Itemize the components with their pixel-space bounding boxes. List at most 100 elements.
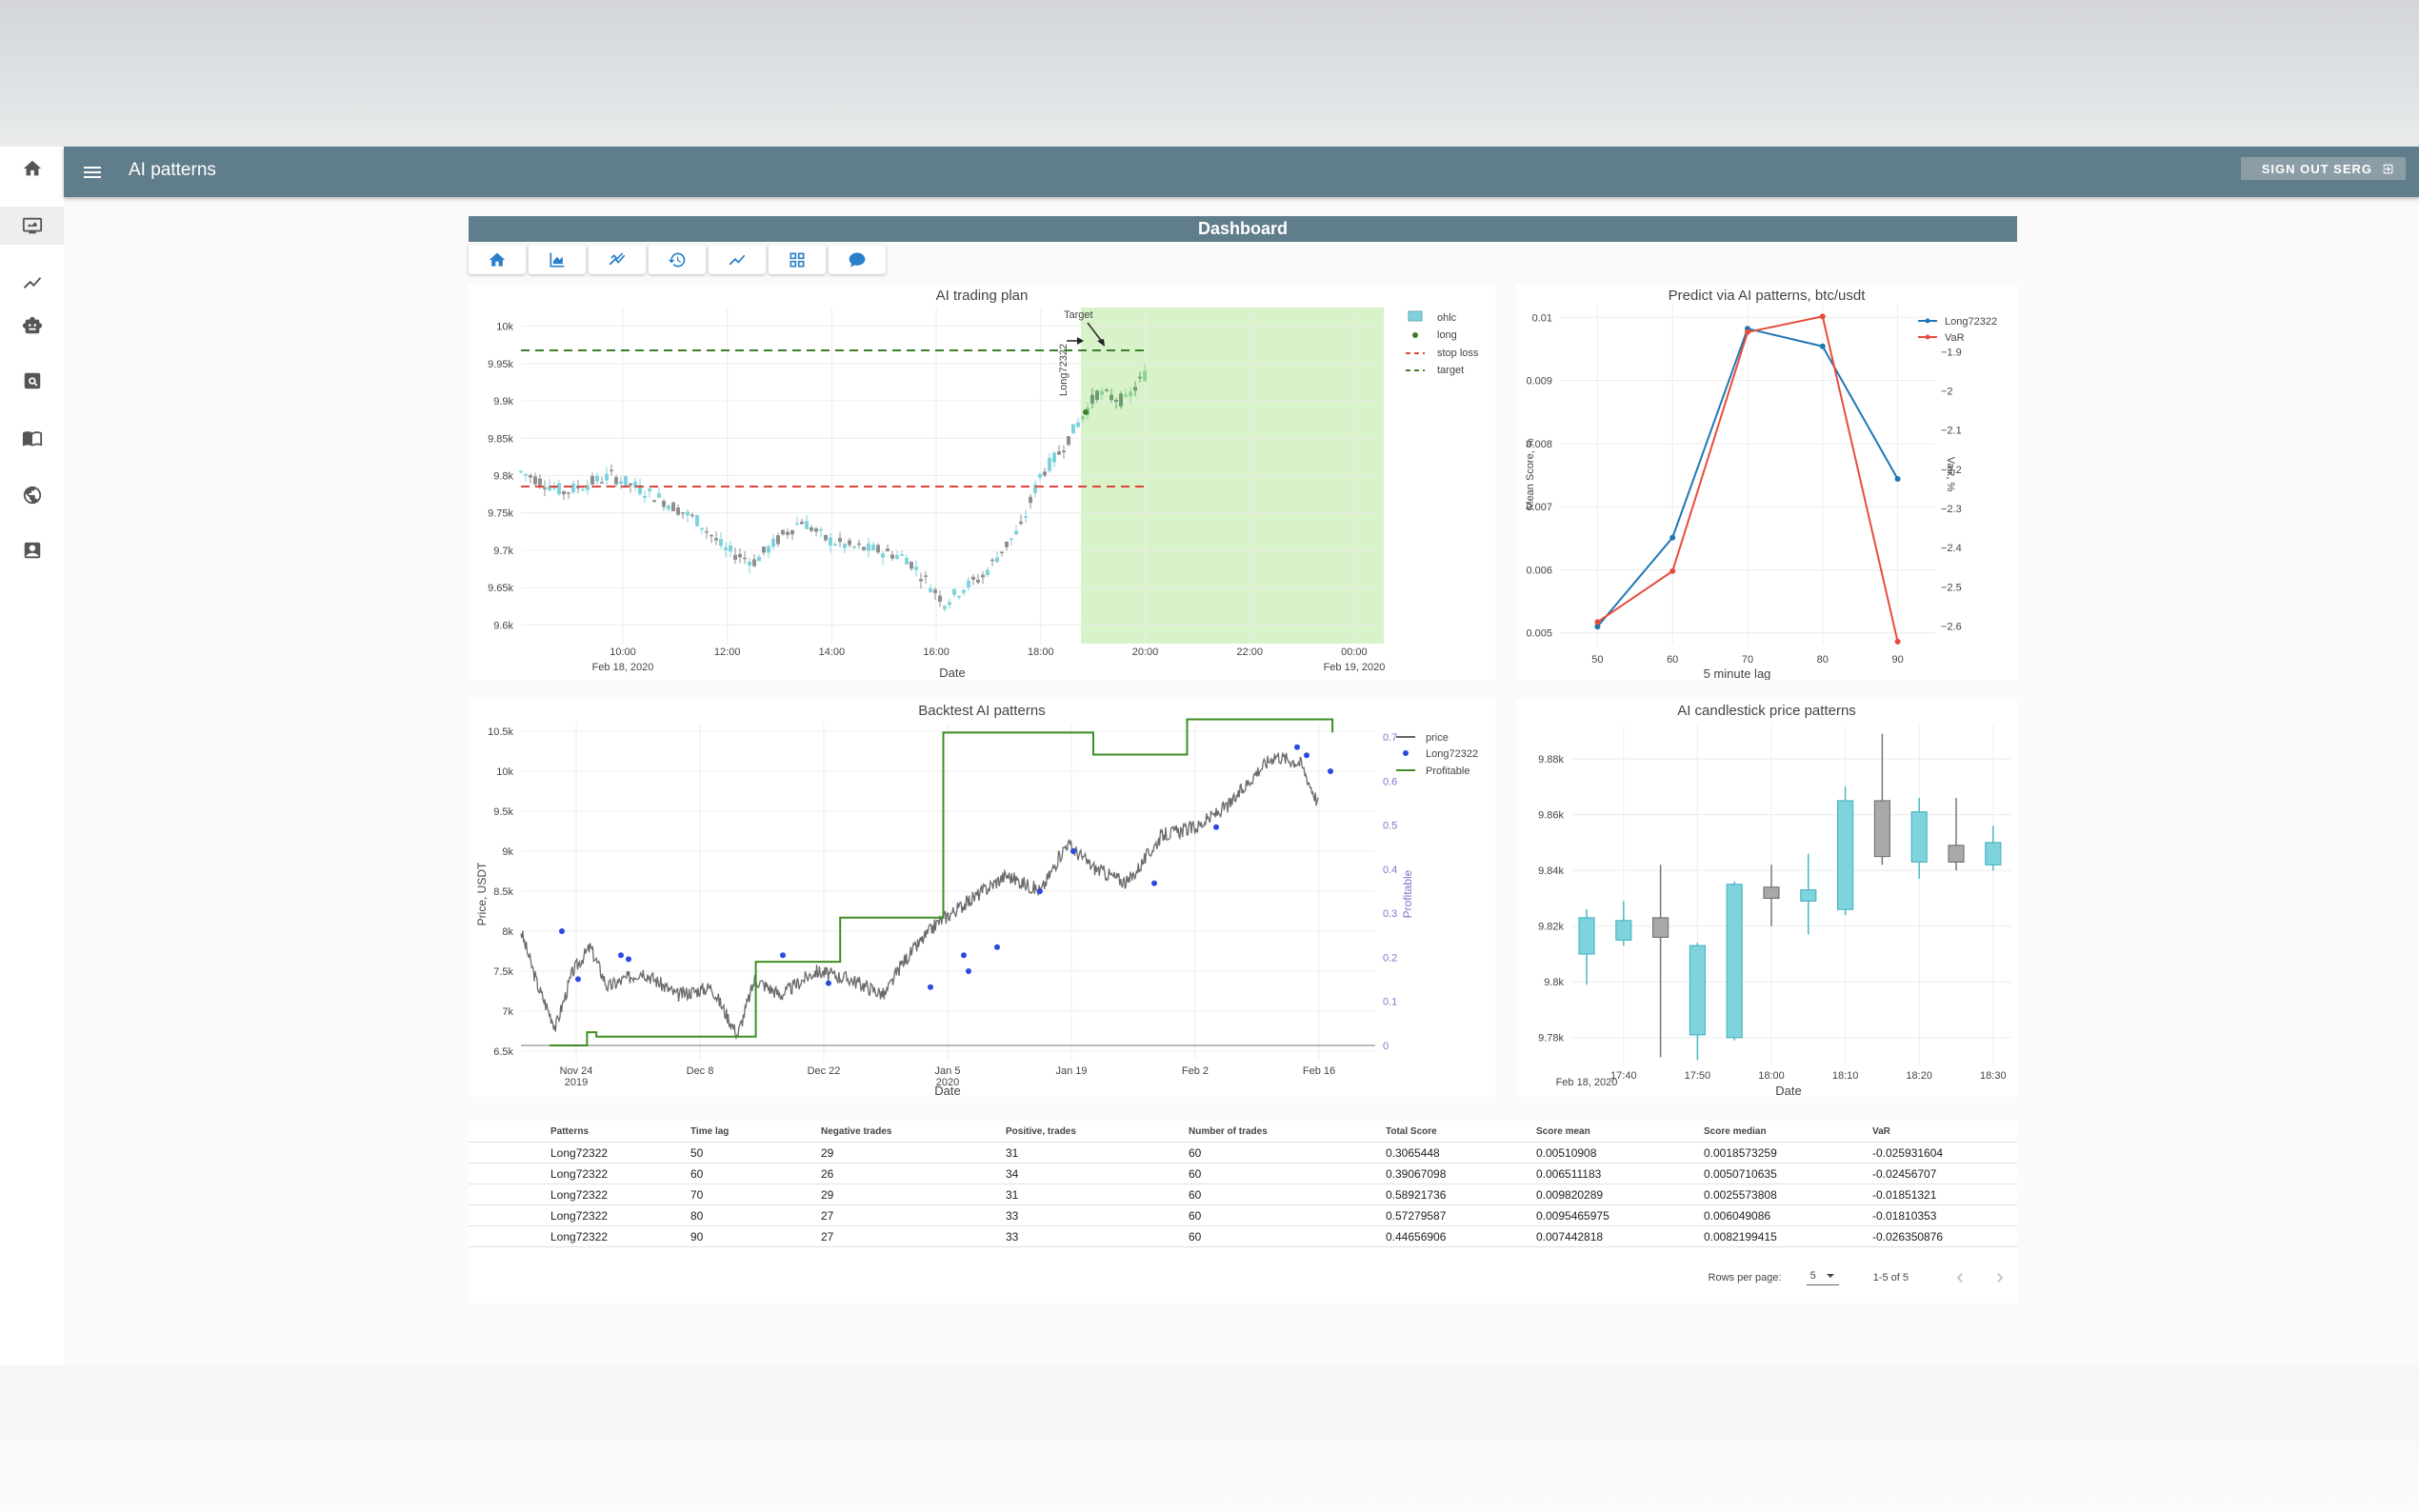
y-tick: 9.86k: [1538, 810, 1564, 822]
long-signal: [1070, 848, 1076, 854]
ohlc-body: [581, 488, 585, 491]
column-header[interactable]: Score mean: [1536, 1121, 1704, 1143]
y2-tick: 0.4: [1383, 865, 1397, 876]
table-cell: 60: [690, 1163, 821, 1184]
column-header[interactable]: Score median: [1704, 1121, 1872, 1143]
ohlc-body: [743, 557, 747, 560]
rail-search[interactable]: [0, 362, 64, 400]
ohlc-body: [1024, 516, 1028, 518]
toolbar-area-chart-button[interactable]: [529, 245, 586, 274]
ohlc-body: [1119, 393, 1123, 407]
y2-tick: 0.1: [1383, 997, 1397, 1008]
column-header[interactable]: VaR: [1872, 1121, 2017, 1143]
y-tick: 9.8k: [1544, 977, 1564, 988]
rail-home[interactable]: [0, 149, 64, 188]
ohlc-body: [886, 548, 890, 551]
table-row[interactable]: Long72322 50 29 31 60 0.3065448 0.00510908 0.00…: [469, 1142, 2017, 1164]
long-signal: [780, 952, 786, 959]
x-tick: 90: [1891, 654, 1903, 666]
ohlc-body: [519, 470, 523, 473]
chevron-left-icon[interactable]: [1950, 1268, 1969, 1287]
predict-ylabel-right: VaR, %: [1945, 457, 1956, 492]
results-table: Patterns Time lag Negative trades Positive,…: [469, 1121, 2017, 1247]
x-tick: 12:00: [714, 647, 741, 658]
ohlc-body: [543, 487, 547, 489]
table-row[interactable]: Long72322 90 27 33 60 0.44656906 0.007442818 0.…: [469, 1225, 2017, 1247]
y2-tick: 0.3: [1383, 908, 1397, 920]
face-icon: [23, 486, 41, 505]
column-header[interactable]: Total Score: [1386, 1121, 1536, 1143]
ohlc-body: [710, 534, 713, 537]
ohlc-body: [1090, 394, 1094, 404]
rail-dashboard[interactable]: [0, 207, 64, 245]
table-cell: 31: [1006, 1142, 1189, 1164]
ohlc-body: [819, 528, 823, 531]
y-tick: 9.75k: [488, 508, 513, 520]
backtest-panel: Backtest AI patterns 10.5k 10k 9.5k 9k 8.5k 8…: [469, 699, 1495, 1097]
rail-account[interactable]: [0, 531, 64, 569]
y-tick: 9.95k: [488, 359, 513, 370]
ohlc-body: [881, 553, 885, 558]
predict-grid: 50 60 70 80 90 0.005 0.006 0.007 0.008 0.009 0.01 −…: [1526, 305, 1962, 666]
toolbar-line-chart-button[interactable]: [709, 245, 766, 274]
ohlc-body: [610, 469, 613, 471]
app-bar: AI patterns SIGN OUT SERG: [64, 147, 2419, 197]
legend-long: Long72322: [1426, 748, 1478, 760]
ohlc-body: [719, 539, 723, 547]
signout-button[interactable]: SIGN OUT SERG: [2240, 157, 2406, 180]
column-header[interactable]: Number of trades: [1189, 1121, 1386, 1143]
table-cell: 0.3065448: [1386, 1142, 1536, 1164]
ohlc-body: [729, 545, 732, 552]
ohlc-body: [1138, 376, 1142, 379]
ohlc-body: [852, 546, 856, 548]
toolbar-chat-button[interactable]: [829, 245, 886, 274]
logout-icon: [2383, 164, 2393, 173]
toolbar-home-button[interactable]: [469, 245, 526, 274]
patterns-candles: [1578, 733, 2002, 1061]
predict-xlabel: 5 minute lag: [1704, 666, 1771, 680]
y-tick: 10k: [496, 322, 513, 333]
rail-face[interactable]: [0, 476, 64, 514]
rail-charts[interactable]: [0, 264, 64, 302]
ohlc-body: [738, 553, 742, 558]
toolbar-trend-button[interactable]: [589, 245, 646, 274]
legend-price: price: [1426, 732, 1449, 744]
backtest-chart: 10.5k 10k 9.5k 9k 8.5k 8k 7.5k 7k 6.5k 0.7 0.6 0.5 0…: [475, 718, 1478, 1097]
toolbar-grid-button[interactable]: [769, 245, 826, 274]
table-cell: 0.0050710635: [1704, 1163, 1872, 1184]
long-signal: [575, 976, 581, 983]
ohlc-body: [933, 589, 937, 593]
ohlc-body: [1029, 496, 1032, 504]
book-icon: [22, 431, 42, 447]
table-cell: 80: [690, 1204, 821, 1226]
rail-robot[interactable]: [0, 307, 64, 345]
patterns-chart: 9.78k 9.8k 9.82k 9.84k 9.86k 9.88k 17:40 17:50 1…: [1538, 726, 2011, 1097]
ohlc-body: [724, 547, 728, 550]
rows-per-page-select[interactable]: 5: [1806, 1270, 1839, 1285]
ohlc-body: [1129, 391, 1132, 397]
ohlc-body: [981, 574, 985, 578]
column-header[interactable]: Positive, trades: [1006, 1121, 1189, 1143]
x-tick: 14:00: [819, 647, 846, 658]
table-cell: 90: [690, 1225, 821, 1247]
chevron-right-icon[interactable]: [1990, 1268, 2009, 1287]
table-row[interactable]: Long72322 70 29 31 60 0.58921736 0.009820289 0.…: [469, 1184, 2017, 1205]
table-row[interactable]: Long72322 60 26 34 60 0.39067098 0.006511183 0.…: [469, 1163, 2017, 1184]
column-header[interactable]: Negative trades: [821, 1121, 1006, 1143]
rail-book[interactable]: [0, 419, 64, 457]
column-header[interactable]: Time lag: [690, 1121, 821, 1143]
table-cell: 0.0082199415: [1704, 1225, 1872, 1247]
ohlc-body: [1100, 390, 1104, 395]
table-cell: 70: [690, 1184, 821, 1205]
toolbar-history-button[interactable]: [649, 245, 706, 274]
legend-var: VaR: [1945, 332, 1965, 344]
long-signal: [1294, 744, 1300, 750]
column-header[interactable]: Patterns: [550, 1121, 690, 1143]
table-row[interactable]: Long72322 80 27 33 60 0.57279587 0.0095465975 0…: [469, 1204, 2017, 1226]
long-signal: [626, 956, 631, 963]
y2-tick: −2.2: [1941, 465, 1962, 476]
ohlc-body: [1048, 457, 1051, 471]
menu-icon[interactable]: [81, 161, 104, 184]
backtest-xlabel: Date: [934, 1084, 960, 1097]
ohlc-body: [800, 521, 804, 525]
